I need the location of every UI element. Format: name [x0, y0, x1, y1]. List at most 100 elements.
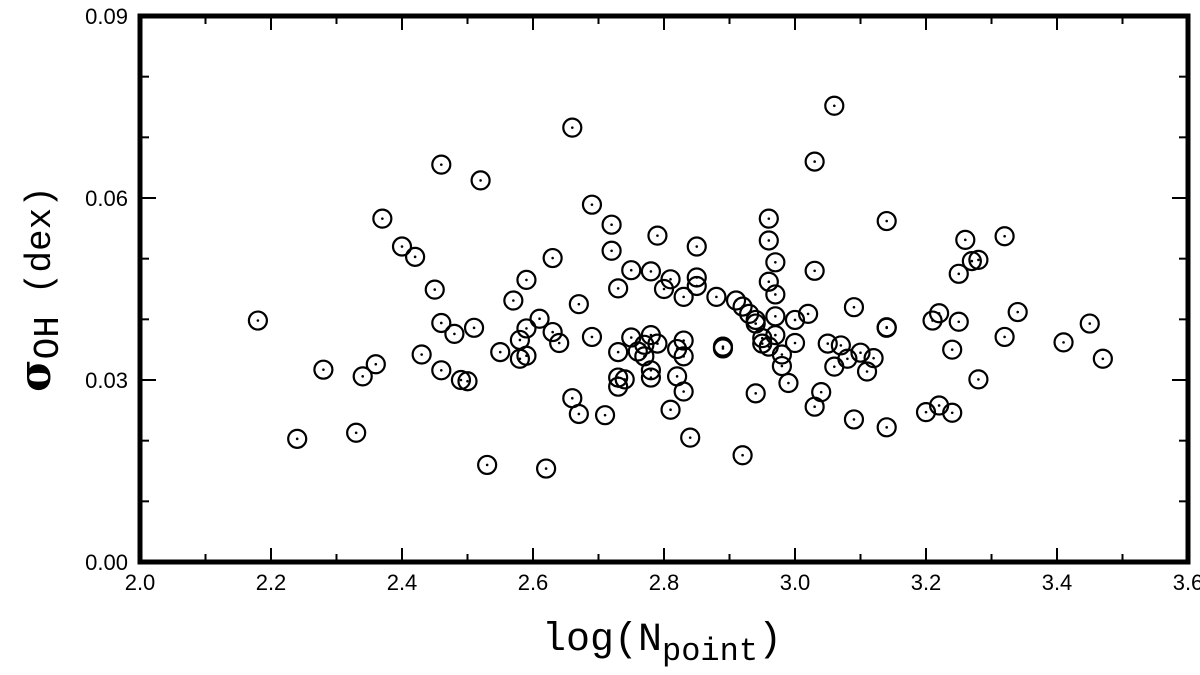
data-point	[405, 246, 426, 267]
data-point	[758, 271, 779, 292]
data-point	[968, 369, 989, 390]
data-point	[673, 286, 694, 307]
x-axis-label-sub: point	[662, 633, 758, 670]
data-point	[581, 326, 603, 348]
data-point	[758, 230, 779, 251]
data-point	[463, 317, 485, 338]
data-point	[431, 312, 452, 334]
data-point	[948, 311, 969, 332]
y-axis-label-unit: (dex)	[20, 186, 61, 294]
data-point	[568, 294, 589, 315]
plot-frame	[137, 13, 1191, 565]
x-tick-label: 2.6	[518, 570, 549, 595]
data-point	[594, 405, 616, 426]
data-point	[765, 306, 786, 327]
data-point	[817, 333, 838, 354]
data-point	[529, 308, 550, 329]
data-point	[614, 369, 635, 390]
data-point	[758, 208, 779, 229]
data-point	[346, 422, 367, 443]
data-point	[804, 151, 825, 172]
data-point	[450, 369, 472, 391]
data-point	[503, 290, 524, 311]
x-axis-label-close: )	[758, 618, 782, 663]
data-point	[247, 310, 268, 331]
data-point	[490, 341, 511, 363]
data-point	[784, 332, 806, 354]
x-tick-label: 3.0	[780, 570, 811, 595]
y-tick-label: 0.09	[85, 4, 128, 29]
x-tick-label: 3.6	[1173, 570, 1200, 595]
data-point	[516, 345, 537, 366]
data-point	[673, 330, 694, 351]
data-point	[647, 225, 668, 246]
x-axis-label: log(Npoint)	[542, 618, 782, 670]
data-point	[811, 382, 832, 403]
x-tick-label: 2.2	[256, 570, 287, 595]
data-point	[391, 236, 413, 257]
data-point	[928, 303, 950, 324]
data-point	[516, 318, 537, 339]
data-point	[863, 348, 884, 369]
data-point	[706, 286, 727, 307]
data-point	[850, 342, 871, 363]
data-point	[765, 252, 786, 273]
data-point	[640, 367, 662, 388]
data-point	[673, 346, 694, 367]
data-point	[1007, 301, 1028, 323]
data-point	[686, 236, 707, 257]
data-point	[948, 263, 969, 284]
data-point	[843, 409, 865, 430]
data-point	[660, 399, 681, 420]
data-point	[660, 269, 681, 290]
y-axis-label: σOH (dex)	[10, 186, 69, 392]
data-point	[771, 355, 793, 377]
data-point	[686, 275, 707, 297]
data-point	[568, 403, 589, 425]
data-point	[647, 333, 668, 354]
y-axis-label-sub: OH	[28, 316, 69, 359]
data-point	[680, 427, 701, 448]
data-point	[712, 338, 734, 359]
data-point	[915, 402, 937, 423]
y-tick-label: 0.00	[85, 550, 128, 575]
data-point	[876, 210, 897, 232]
data-point	[372, 208, 393, 229]
x-tick-label: 2.8	[649, 570, 680, 595]
data-point	[778, 372, 799, 394]
data-point	[365, 354, 386, 375]
data-point	[876, 317, 897, 338]
data-point	[535, 458, 557, 479]
y-axis-label-symbol: σ	[10, 359, 61, 391]
tick-labels: 2.0 2.2 2.4 2.6 2.8 3.0 3.2 3.4 3.6 0.00 0.03 0.06 0…	[85, 4, 1200, 595]
data-point	[955, 229, 976, 250]
x-axis-label-main: log(N	[542, 618, 662, 663]
data-point	[640, 261, 662, 282]
data-point	[431, 154, 452, 175]
data-point	[824, 95, 845, 116]
data-point	[581, 194, 603, 215]
data-point	[549, 332, 570, 354]
y-tick-label: 0.03	[85, 368, 128, 393]
data-point	[784, 309, 806, 331]
data-point	[431, 360, 452, 381]
data-point	[968, 249, 989, 270]
data-point	[470, 170, 491, 191]
data-point	[601, 214, 622, 235]
data-point	[797, 303, 819, 324]
data-point	[444, 323, 465, 344]
data-point	[1053, 332, 1074, 353]
data-point	[673, 381, 694, 402]
data-point	[843, 297, 865, 318]
data-point	[1092, 348, 1113, 369]
data-point	[477, 454, 498, 476]
data-points	[247, 95, 1113, 479]
data-point	[765, 284, 786, 305]
data-point	[830, 335, 851, 356]
y-tick-label: 0.06	[85, 186, 128, 211]
data-point	[994, 226, 1015, 247]
x-tick-label: 3.4	[1042, 570, 1073, 595]
data-point	[856, 361, 878, 382]
x-tick-label: 2.4	[387, 570, 418, 595]
